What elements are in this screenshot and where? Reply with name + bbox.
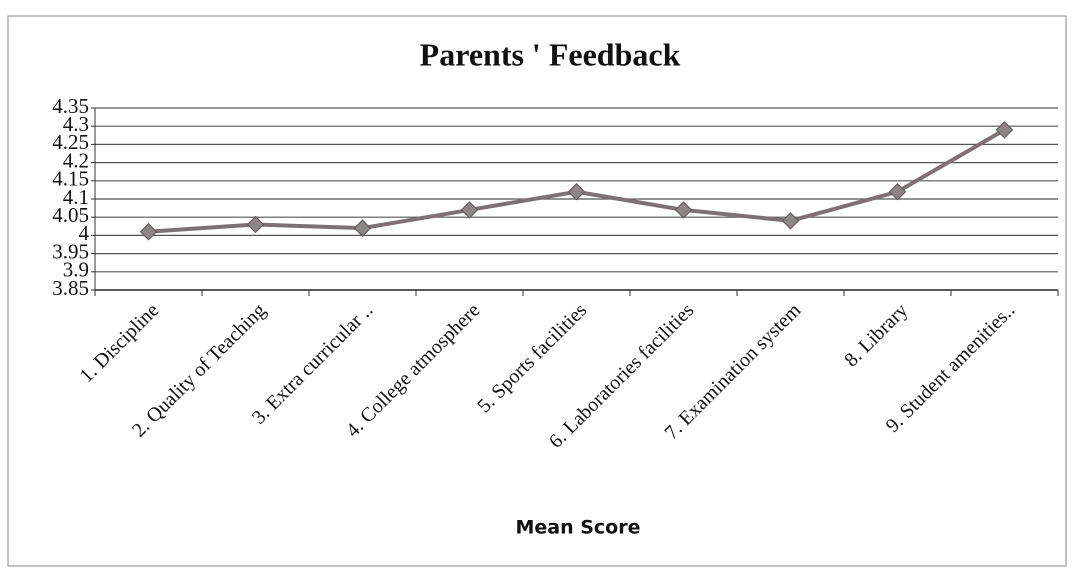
chart-title: Parents ' Feedback [420, 36, 681, 72]
y-tick-label: 4.3 [63, 112, 89, 136]
marker [460, 201, 479, 219]
y-tick-label: 4.35 [52, 94, 89, 118]
marker [567, 183, 586, 201]
marker [995, 121, 1014, 139]
chart-border [7, 15, 1067, 567]
y-tick-label: 4.2 [63, 148, 89, 172]
marker [781, 212, 800, 230]
marker [888, 183, 907, 201]
marker [353, 219, 372, 237]
y-tick-label: 4.15 [52, 167, 89, 191]
marker [246, 215, 265, 234]
marker [139, 223, 158, 241]
y-tick-label: 4.05 [52, 203, 89, 227]
y-tick-label: 4.1 [63, 185, 89, 209]
y-tick-label: 4 [79, 221, 90, 245]
y-tick-label: 3.85 [52, 276, 89, 300]
marker [674, 201, 693, 219]
y-tick-label: 3.9 [63, 258, 89, 282]
y-tick-label: 3.95 [52, 239, 89, 263]
x-axis-label: Mean Score [515, 517, 640, 539]
y-tick-label: 4.25 [52, 130, 89, 154]
